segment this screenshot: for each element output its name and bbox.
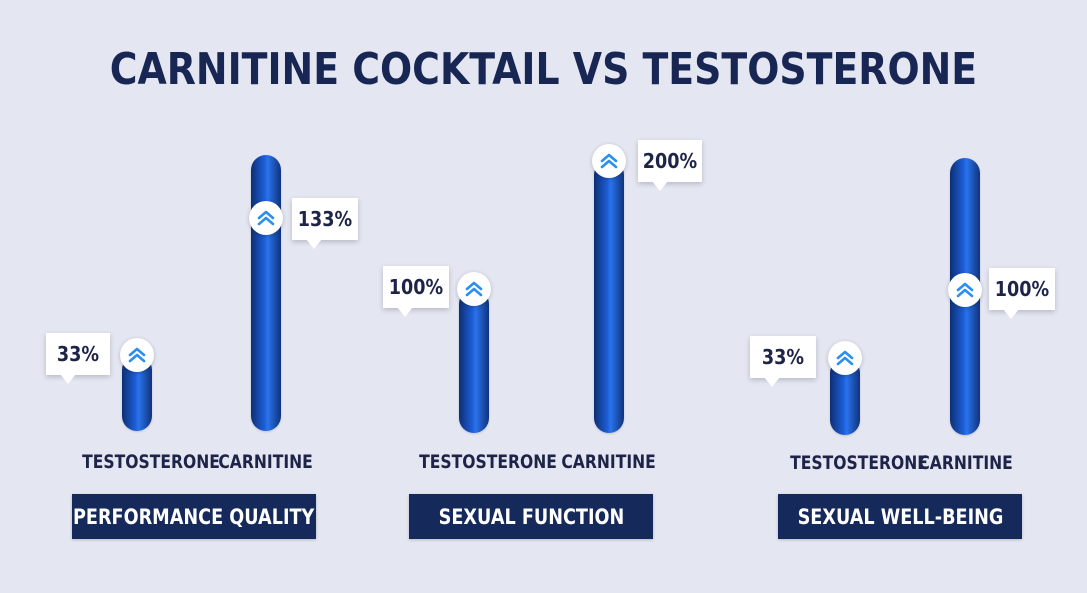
category-label: TESTOSTERONE [775, 452, 928, 474]
category-label: TESTOSTERONE [67, 451, 220, 473]
category-label: TESTOSTERONE [404, 451, 557, 473]
bar-top-marker [592, 144, 626, 178]
group-label: SEXUAL WELL-BEING [778, 494, 1022, 539]
bar-top-marker [948, 273, 982, 307]
value-label-text: 100% [994, 277, 1050, 301]
chart-title: CARNITINE COCKTAIL VS TESTOSTERONE [109, 44, 978, 95]
double-chevron-up-icon [836, 350, 854, 366]
value-label-pointer [764, 377, 780, 387]
value-label: 33% [750, 336, 816, 387]
category-label-text: CARNITINE [218, 451, 314, 473]
group-label: SEXUAL FUNCTION [409, 494, 653, 539]
category-label: CARNITINE [196, 451, 336, 473]
category-label-text: CARNITINE [918, 452, 1014, 474]
bar-top-marker [828, 341, 862, 375]
bar-top-marker [457, 272, 491, 306]
value-label-pointer [652, 181, 668, 191]
category-label-text: TESTOSTERONE [82, 451, 220, 473]
category-label-text: TESTOSTERONE [419, 451, 557, 473]
double-chevron-up-icon [956, 282, 974, 298]
double-chevron-up-icon [128, 347, 146, 363]
bar-testosterone [459, 289, 489, 433]
double-chevron-up-icon [600, 153, 618, 169]
value-label-text: 200% [642, 149, 698, 173]
category-label: CARNITINE [896, 452, 1036, 474]
value-label-pointer [306, 239, 322, 249]
value-label-pointer [397, 307, 413, 317]
value-label: 33% [46, 333, 110, 384]
category-label: CARNITINE [539, 451, 679, 473]
value-label-pointer [1003, 309, 1019, 319]
category-label-text: TESTOSTERONE [790, 452, 928, 474]
value-label: 133% [292, 198, 358, 249]
group-label-text: PERFORMANCE QUALITY [73, 504, 315, 529]
bar-carnitine [594, 160, 624, 433]
group-label: PERFORMANCE QUALITY [72, 494, 316, 539]
category-label-text: CARNITINE [561, 451, 657, 473]
value-label: 200% [638, 140, 702, 191]
group-label-text: SEXUAL WELL-BEING [797, 504, 1003, 529]
double-chevron-up-icon [465, 281, 483, 297]
bar-carnitine [251, 155, 281, 431]
value-label-pointer [60, 374, 76, 384]
value-label-text: 33% [56, 342, 100, 366]
value-label-text: 100% [388, 275, 444, 299]
bar-top-marker [120, 338, 154, 372]
double-chevron-up-icon [257, 210, 275, 226]
group-label-text: SEXUAL FUNCTION [438, 504, 624, 529]
bar-top-marker [249, 201, 283, 235]
value-label: 100% [383, 266, 449, 317]
value-label-text: 33% [761, 345, 805, 369]
value-label-text: 133% [297, 207, 353, 231]
value-label: 100% [989, 268, 1055, 319]
